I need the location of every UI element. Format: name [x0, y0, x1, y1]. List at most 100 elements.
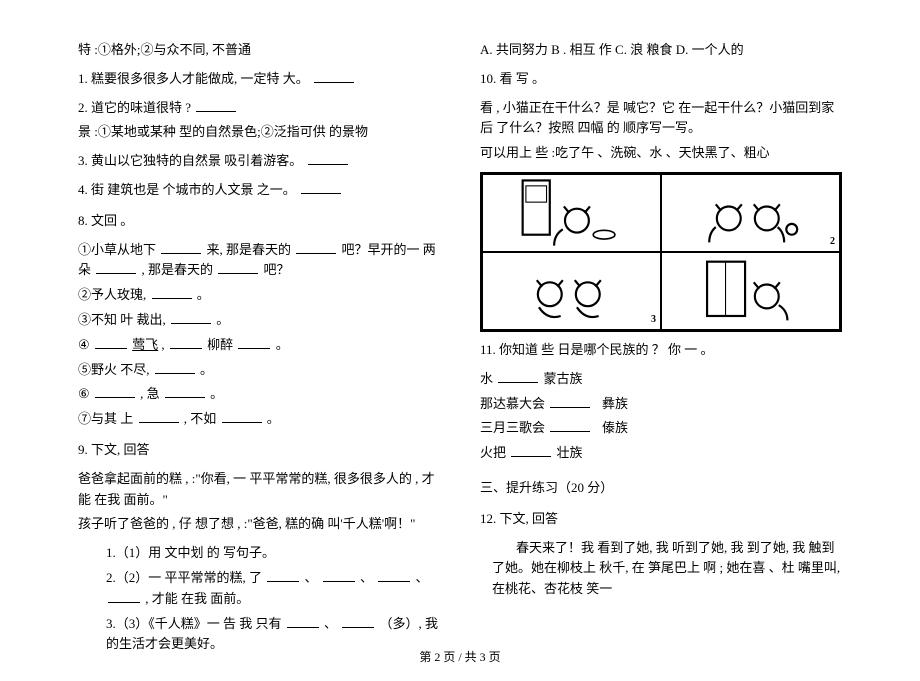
l6-blank1[interactable] [95, 384, 135, 398]
comic-panel-3: 3 [482, 252, 661, 330]
line-2: ②予人玫瑰, 。 [78, 285, 440, 306]
sub2-blank3[interactable] [378, 568, 410, 582]
sub2-blank2[interactable] [323, 568, 355, 582]
question-8-title: 8. 文回 。 [78, 211, 440, 232]
q4-blank[interactable] [301, 180, 341, 194]
l1-blank2[interactable] [296, 240, 336, 254]
l4-blank2[interactable] [170, 335, 202, 349]
comic-strip: 2 3 [480, 172, 842, 332]
sub3-blank1[interactable] [287, 614, 319, 628]
sub3-blank2[interactable] [342, 614, 374, 628]
sub2e: , 才能 在我 面前。 [145, 591, 249, 606]
match-1: 水 蒙古族 [480, 369, 842, 390]
sub2d: 、 [416, 570, 429, 585]
q10-text-a: 看 , 小猫正在干什么？是 喊它？它 在一起干什么？小猫回到家后 了什么？按照 … [480, 98, 842, 140]
section-3-title: 三、提升练习（20 分） [480, 478, 842, 499]
sub2-blank1[interactable] [267, 568, 299, 582]
question-12-title: 12. 下文, 回答 [480, 509, 842, 530]
l1e: 吧？ [264, 262, 290, 277]
line-4: ④ 莺飞 , 柳醉 。 [78, 335, 440, 356]
l7c: 。 [267, 411, 280, 426]
q3-text: 3. 黄山以它独特的自然景 吸引着游客。 [78, 153, 302, 168]
l1a: ①小草从地下 [78, 242, 156, 257]
l6-blank2[interactable] [165, 384, 205, 398]
l1-blank1[interactable] [161, 240, 201, 254]
l5b: 。 [200, 362, 213, 377]
sub3b: 、 [324, 616, 337, 631]
l4c: 柳醉 [207, 337, 233, 352]
q2-text: 2. 道它的味道很特 ? [78, 100, 191, 115]
m3b: 傣族 [602, 420, 628, 435]
m2-blank[interactable] [550, 394, 590, 408]
question-1: 1. 糕要很多很多人才能做成, 一定特 大。 [78, 69, 440, 90]
question-2: 2. 道它的味道很特 ? [78, 98, 440, 119]
passage-2: 孩子听了爸爸的 , 仔 想了想 , :"爸爸, 糕的确 叫'千人糕'啊！" [78, 514, 440, 535]
question-9-title: 9. 下文, 回答 [78, 440, 440, 461]
l4-blank3[interactable] [238, 335, 270, 349]
m4b: 壮族 [557, 445, 583, 460]
l3: ③不知 叶 裁出, [78, 312, 166, 327]
l7-blank2[interactable] [222, 409, 262, 423]
sub2a: 2.（2）一 平平常常的糕, 了 [106, 570, 262, 585]
l4name: 莺飞 [132, 337, 158, 352]
m3-blank[interactable] [550, 418, 590, 432]
l5: ⑤野火 不尽, [78, 362, 150, 377]
left-column: 特 :①格外;②与众不同, 不普通 1. 糕要很多很多人才能做成, 一定特 大。… [78, 40, 440, 659]
passage-1: 爸爸拿起面前的糕 , :"你看, 一 平平常常的糕, 很多很多人的 , 才能 在… [78, 469, 440, 511]
m4a: 火把 [480, 445, 506, 460]
comic-panel-4 [661, 252, 840, 330]
q2-blank[interactable] [196, 98, 236, 112]
line-7: ⑦与其 上 , 不如 。 [78, 409, 440, 430]
l7-blank1[interactable] [139, 409, 179, 423]
m3a: 三月三歌会 [480, 420, 545, 435]
l4-blank1[interactable] [95, 335, 127, 349]
sub3a: 3.（3）《千人糕》一 告 我 只有 [106, 616, 282, 631]
q4-text: 4. 街 建筑也是 个城市的人文景 之一。 [78, 182, 296, 197]
l1-blank3[interactable] [96, 260, 136, 274]
right-column: A. 共同努力 B . 相互 作 C. 浪 粮食 D. 一个人的 10. 看 写… [480, 40, 842, 659]
l1-blank4[interactable] [218, 260, 258, 274]
q10-text-b: 可以用上 些 :吃了午 、洗碗、水 、天快黑了、粗心 [480, 143, 842, 164]
comic-panel-2: 2 [661, 174, 840, 252]
sub-2: 2.（2）一 平平常常的糕, 了 、 、 、 , 才能 在我 面前。 [106, 568, 440, 610]
l7b: , 不如 [184, 411, 217, 426]
question-3: 3. 黄山以它独特的自然景 吸引着游客。 [78, 151, 440, 172]
l2: ②予人玫瑰, [78, 287, 146, 302]
page-footer: 第 2 页 / 共 3 页 [0, 648, 920, 667]
line-3: ③不知 叶 裁出, 。 [78, 310, 440, 331]
question-11-title: 11. 你知道 些 日是哪个民族的 ？ 你 一 。 [480, 340, 842, 361]
sub2c: 、 [360, 570, 373, 585]
l5-blank[interactable] [155, 360, 195, 374]
panel-number-3: 3 [651, 312, 656, 328]
comic-panel-1 [482, 174, 661, 252]
match-2: 那达慕大会 彝族 [480, 394, 842, 415]
answer-options: A. 共同努力 B . 相互 作 C. 浪 粮食 D. 一个人的 [480, 40, 842, 61]
line-5: ⑤野火 不尽, 。 [78, 360, 440, 381]
sub2-blank4[interactable] [108, 589, 140, 603]
l4b: , [161, 337, 164, 352]
question-10-title: 10. 看 写 。 [480, 69, 842, 90]
l2-blank[interactable] [152, 285, 192, 299]
q1-blank[interactable] [314, 69, 354, 83]
match-3: 三月三歌会 傣族 [480, 418, 842, 439]
m1-blank[interactable] [498, 369, 538, 383]
m1b: 蒙古族 [544, 371, 583, 386]
l7: ⑦与其 上 [78, 411, 133, 426]
l6b: , 急 [140, 386, 160, 401]
q3-blank[interactable] [308, 151, 348, 165]
line-1: ①小草从地下 来, 那是春天的 吧？早开的一 两朵 , 那是春天的 吧？ [78, 240, 440, 282]
q1-text: 1. 糕要很多很多人才能做成, 一定特 大。 [78, 71, 309, 86]
l1b: 来, 那是春天的 [207, 242, 292, 257]
te-definition: 特 :①格外;②与众不同, 不普通 [78, 40, 440, 61]
line-6: ⑥ , 急 。 [78, 384, 440, 405]
q12-passage: 春天来了！我 看到了她, 我 听到了她, 我 到了她, 我 触到了她。她在柳枝上… [480, 538, 842, 600]
sub-1: 1.（1）用 文中划 的 写句子。 [106, 543, 440, 564]
sub2b: 、 [305, 570, 318, 585]
m2a: 那达慕大会 [480, 396, 545, 411]
jing-definition: 景 :①某地或某种 型的自然景色;②泛指可供 的景物 [78, 122, 440, 143]
l1d: , 那是春天的 [142, 262, 214, 277]
m4-blank[interactable] [511, 443, 551, 457]
l3b: 。 [216, 312, 229, 327]
l3-blank[interactable] [171, 310, 211, 324]
l6: ⑥ [78, 386, 90, 401]
